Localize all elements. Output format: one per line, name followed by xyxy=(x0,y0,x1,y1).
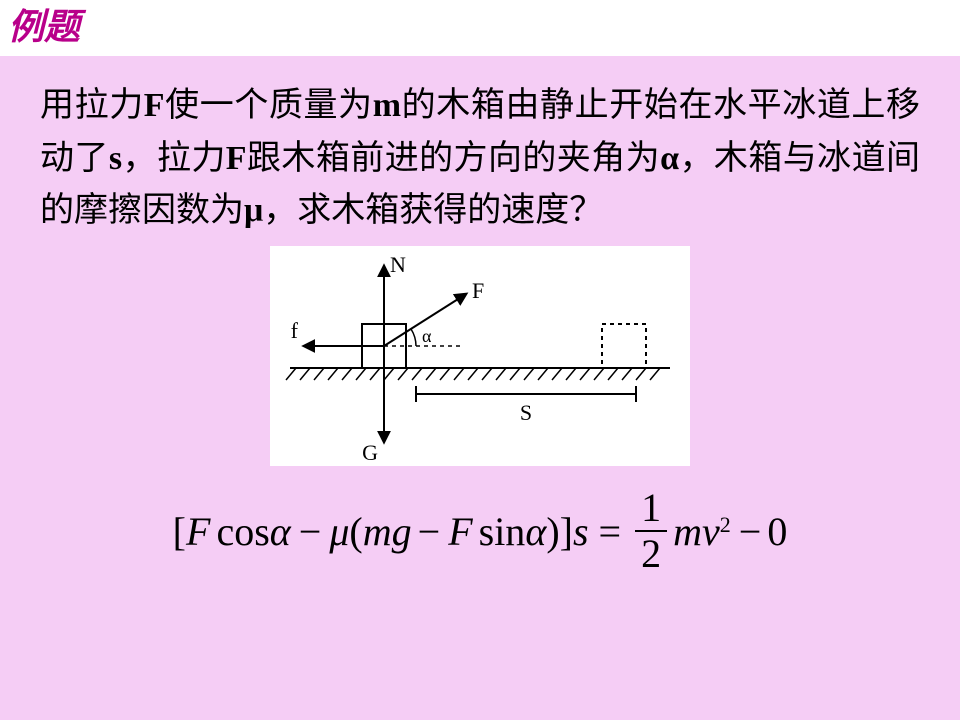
svg-text:N: N xyxy=(390,252,406,277)
eq-s: s xyxy=(573,508,589,555)
eq-mg: mg xyxy=(363,508,412,555)
pt-v3: s xyxy=(109,140,122,177)
eq-mv: mv xyxy=(673,508,720,555)
svg-text:S: S xyxy=(520,400,532,425)
eq-sin: sin xyxy=(479,508,526,555)
eq-rbracket: ] xyxy=(560,508,573,555)
pt-v2: m xyxy=(373,87,401,124)
eq-lbracket: [ xyxy=(173,508,186,555)
eq-alpha1: α xyxy=(270,508,291,555)
eq-F1: F xyxy=(186,508,210,555)
eq-frac-num: 1 xyxy=(635,488,667,530)
pt-v6: μ xyxy=(244,192,263,229)
eq-minus2: − xyxy=(418,508,441,555)
eq-cos: cos xyxy=(216,508,269,555)
pt-v4: F xyxy=(226,140,247,177)
pt-p7: ，求木箱获得的速度？ xyxy=(263,192,603,229)
svg-text:α: α xyxy=(422,326,432,346)
pt-p5: 跟木箱前进的方向的夹角为 xyxy=(247,140,661,177)
svg-text:G: G xyxy=(362,440,378,465)
equation-container: [ F cos α − μ ( mg − F sin α ) ] s = 1 2… xyxy=(0,488,960,574)
pt-v1: F xyxy=(144,87,165,124)
eq-lparen: ( xyxy=(349,508,362,555)
problem-statement: 用拉力F使一个质量为m的木箱由静止开始在水平冰道上移动了s，拉力F跟木箱前进的方… xyxy=(0,56,960,238)
eq-frac-den: 2 xyxy=(635,532,667,574)
svg-text:F: F xyxy=(472,278,484,303)
eq-zero: 0 xyxy=(767,508,787,555)
page-title: 例题 xyxy=(8,0,80,50)
eq-rparen: ) xyxy=(546,508,559,555)
pt-p2: 使一个质量为 xyxy=(165,87,373,124)
eq-F2: F xyxy=(448,508,472,555)
eq-sup2: 2 xyxy=(720,512,731,538)
svg-text:f: f xyxy=(291,318,299,343)
pt-p4: ，拉力 xyxy=(122,140,226,177)
eq-frac: 1 2 xyxy=(635,488,667,574)
pt-p1: 用拉力 xyxy=(40,87,144,124)
eq-minus1: − xyxy=(299,508,322,555)
eq-minus3: − xyxy=(739,508,762,555)
eq-mu: μ xyxy=(329,508,349,555)
header-band: 例题 xyxy=(0,0,960,56)
diagram-container: N Ff G Sα xyxy=(0,246,960,466)
eq-alpha2: α xyxy=(525,508,546,555)
work-energy-equation: [ F cos α − μ ( mg − F sin α ) ] s = 1 2… xyxy=(173,488,788,574)
pt-v5: α xyxy=(660,140,679,177)
free-body-diagram: N Ff G Sα xyxy=(270,246,690,466)
eq-eq1: = xyxy=(599,508,622,555)
